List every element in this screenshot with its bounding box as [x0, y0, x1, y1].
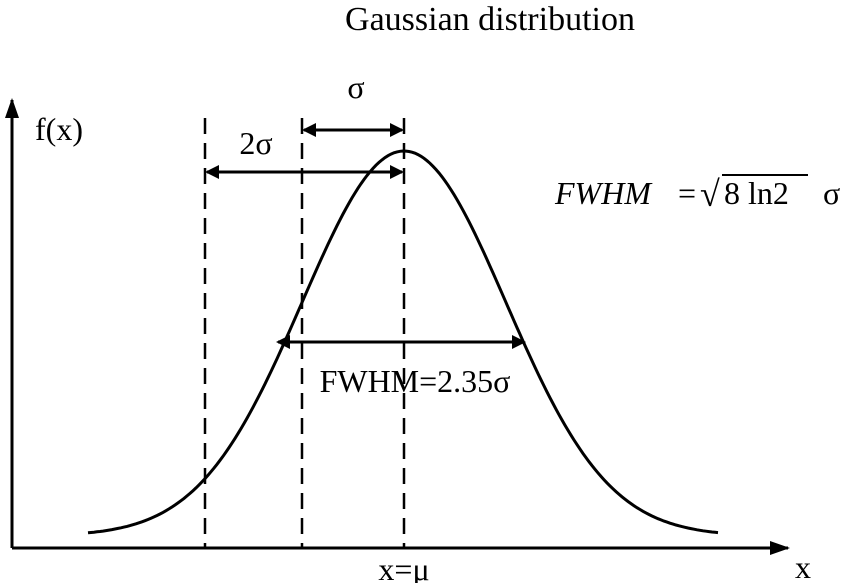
- x-axis-label: x: [795, 549, 811, 583]
- two-sigma-label: 2σ: [239, 125, 272, 161]
- formula-equals: =: [678, 175, 696, 211]
- formula-sqrt-symbol: √: [700, 174, 720, 214]
- formula-radicand: 8 ln2: [724, 175, 789, 211]
- diagram-title: Gaussian distribution: [345, 1, 635, 38]
- formula-sigma: σ: [823, 175, 840, 211]
- fwhm-label: FWHM=2.35σ: [320, 363, 511, 399]
- gaussian-curve: [87, 149, 719, 535]
- sigma-label: σ: [347, 69, 364, 105]
- fwhm-formula: FWHM = √ 8 ln2 σ: [554, 174, 840, 214]
- mean-label: x=μ: [378, 551, 429, 583]
- y-axis-label: f(x): [35, 111, 83, 147]
- formula-lhs: FWHM: [554, 175, 653, 211]
